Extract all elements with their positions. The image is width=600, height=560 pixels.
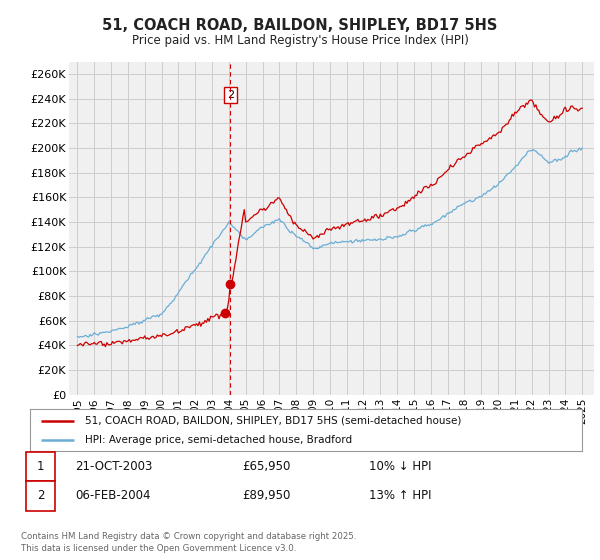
Text: 10% ↓ HPI: 10% ↓ HPI [369, 460, 431, 473]
Text: 1: 1 [37, 460, 44, 473]
FancyBboxPatch shape [26, 481, 55, 511]
Text: 2: 2 [227, 90, 234, 100]
Text: 06-FEB-2004: 06-FEB-2004 [76, 489, 151, 502]
Text: 2: 2 [37, 489, 44, 502]
Text: 13% ↑ HPI: 13% ↑ HPI [369, 489, 431, 502]
Text: 21-OCT-2003: 21-OCT-2003 [76, 460, 153, 473]
Text: 51, COACH ROAD, BAILDON, SHIPLEY, BD17 5HS: 51, COACH ROAD, BAILDON, SHIPLEY, BD17 5… [103, 18, 497, 32]
Text: Contains HM Land Registry data © Crown copyright and database right 2025.
This d: Contains HM Land Registry data © Crown c… [21, 533, 356, 553]
FancyBboxPatch shape [26, 452, 55, 481]
Text: HPI: Average price, semi-detached house, Bradford: HPI: Average price, semi-detached house,… [85, 435, 352, 445]
Text: £89,950: £89,950 [242, 489, 291, 502]
Text: Price paid vs. HM Land Registry's House Price Index (HPI): Price paid vs. HM Land Registry's House … [131, 34, 469, 47]
Text: 51, COACH ROAD, BAILDON, SHIPLEY, BD17 5HS (semi-detached house): 51, COACH ROAD, BAILDON, SHIPLEY, BD17 5… [85, 416, 461, 426]
Text: £65,950: £65,950 [242, 460, 291, 473]
